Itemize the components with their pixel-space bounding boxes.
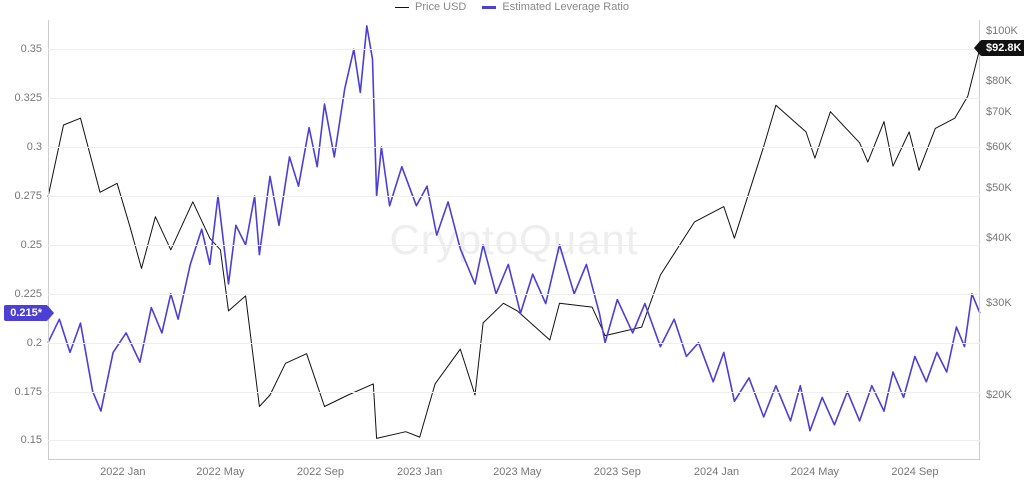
legend-label: Estimated Leverage Ratio — [502, 1, 629, 13]
y-right-tick-label: $70K — [980, 106, 1012, 118]
gridline — [48, 49, 980, 50]
series-estimated_leverage_ratio — [48, 26, 980, 431]
y-left-tick-label: 0.35 — [21, 43, 48, 55]
x-tick-label: 2024 Sep — [891, 460, 938, 478]
right-value-flag: $92.8K — [980, 40, 1024, 56]
y-right-tick-label: $40K — [980, 232, 1012, 244]
y-left-tick-label: 0.175 — [14, 386, 48, 398]
y-right-tick-label: $100K — [980, 25, 1018, 37]
x-tick-label: 2022 May — [196, 460, 244, 478]
chart-container: Price USD Estimated Leverage Ratio Crypto… — [0, 0, 1024, 501]
y-left-tick-label: 0.275 — [14, 190, 48, 202]
legend-swatch — [482, 6, 496, 9]
y-left-tick-label: 0.3 — [27, 141, 48, 153]
legend-label: Price USD — [415, 1, 466, 13]
y-right-tick-label: $60K — [980, 141, 1012, 153]
y-right-tick-label: $30K — [980, 297, 1012, 309]
gridline — [48, 147, 980, 148]
gridline — [48, 196, 980, 197]
y-left-tick-label: 0.2 — [27, 337, 48, 349]
x-tick-label: 2023 Jan — [397, 460, 442, 478]
y-left-tick-label: 0.225 — [14, 288, 48, 300]
y-right-tick-label: $80K — [980, 75, 1012, 87]
series-price_usd — [48, 48, 980, 439]
legend-swatch — [395, 7, 409, 8]
x-tick-label: 2024 May — [791, 460, 839, 478]
axis-line — [48, 20, 49, 460]
x-tick-label: 2023 May — [493, 460, 541, 478]
x-tick-label: 2022 Jan — [100, 460, 145, 478]
x-tick-label: 2023 Sep — [594, 460, 641, 478]
x-tick-label: 2022 Sep — [297, 460, 344, 478]
gridline — [48, 343, 980, 344]
gridline — [48, 245, 980, 246]
y-right-tick-label: $50K — [980, 182, 1012, 194]
legend-item[interactable]: Estimated Leverage Ratio — [482, 0, 629, 14]
gridline — [48, 98, 980, 99]
chart-svg — [48, 20, 980, 460]
chart-legend: Price USD Estimated Leverage Ratio — [0, 0, 1024, 14]
y-left-tick-label: 0.325 — [14, 92, 48, 104]
gridline — [48, 440, 980, 441]
legend-item[interactable]: Price USD — [395, 0, 466, 14]
y-right-tick-label: $20K — [980, 389, 1012, 401]
y-left-tick-label: 0.15 — [21, 434, 48, 446]
y-left-tick-label: 0.25 — [21, 239, 48, 251]
gridline — [48, 392, 980, 393]
plot-area[interactable]: CryptoQuant 0.150.1750.20.2250.250.2750.… — [48, 20, 980, 460]
gridline — [48, 294, 980, 295]
x-tick-label: 2024 Jan — [694, 460, 739, 478]
left-value-flag: 0.215* — [4, 305, 48, 321]
